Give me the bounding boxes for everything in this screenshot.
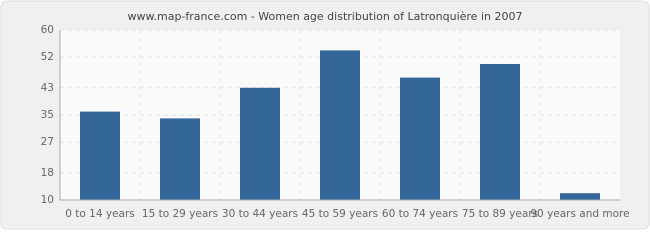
x-tick-label: 45 to 59 years — [302, 208, 378, 220]
bar — [560, 193, 600, 200]
bar — [160, 118, 200, 200]
chart-title: www.map-france.com - Women age distribut… — [128, 10, 523, 23]
y-tick-label: 60 — [41, 24, 54, 36]
x-tick-label: 75 to 89 years — [462, 208, 538, 220]
bar — [80, 111, 120, 200]
y-tick-label: 27 — [41, 136, 54, 148]
chart: www.map-france.com - Women age distribut… — [0, 0, 650, 230]
x-tick-label: 0 to 14 years — [65, 208, 135, 220]
bar — [320, 50, 360, 201]
x-tick-label: 90 years and more — [530, 208, 629, 220]
y-tick-label: 35 — [41, 109, 54, 121]
y-tick-label: 18 — [41, 167, 54, 179]
x-tick-label: 30 to 44 years — [222, 208, 298, 220]
bar — [400, 77, 440, 200]
bar — [240, 87, 280, 200]
bar — [480, 64, 520, 200]
x-tick-label: 15 to 29 years — [142, 208, 218, 220]
y-tick-label: 43 — [41, 82, 54, 94]
y-tick-label: 10 — [41, 194, 54, 206]
y-tick-label: 52 — [41, 51, 54, 63]
x-tick-label: 60 to 74 years — [382, 208, 458, 220]
